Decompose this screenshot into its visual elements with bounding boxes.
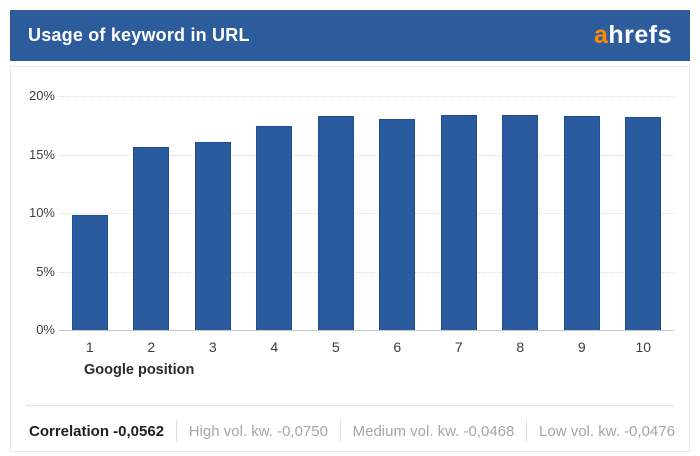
bar-column bbox=[551, 96, 613, 330]
bar-position-9 bbox=[563, 115, 600, 330]
bar-column bbox=[121, 96, 183, 330]
bars bbox=[59, 96, 674, 330]
bar-column bbox=[367, 96, 429, 330]
chart-card: 1 2 3 4 5 6 7 8 9 10 Google position Correlation … bbox=[10, 66, 690, 452]
footer-divider bbox=[26, 405, 674, 406]
gridline bbox=[59, 213, 674, 214]
y-tick-label: 15% bbox=[28, 146, 55, 162]
bar-column bbox=[490, 96, 552, 330]
gridline bbox=[59, 154, 674, 156]
x-tick-label: 3 bbox=[208, 339, 217, 355]
bar-position-5 bbox=[317, 115, 354, 330]
x-axis-title: Google position bbox=[84, 362, 195, 378]
x-tick-label: 5 bbox=[331, 339, 340, 355]
x-tick-label: 8 bbox=[516, 339, 525, 355]
x-tick-label: 9 bbox=[577, 339, 586, 355]
correlation-footer: Correlation -0,0562 High vol. kw. -0,075… bbox=[11, 417, 691, 445]
correlation-low-volume: Low vol. kw. -0,0476 bbox=[539, 422, 675, 440]
x-axis-ticks: 1 2 3 4 5 6 7 8 9 10 bbox=[59, 339, 674, 355]
y-tick-label: 10% bbox=[28, 205, 55, 220]
bar-column bbox=[182, 96, 244, 330]
correlation-high-volume: High vol. kw. -0,0750 bbox=[188, 422, 328, 440]
bar-position-10 bbox=[625, 117, 662, 330]
x-tick-label: 7 bbox=[454, 339, 463, 355]
page-title: Usage of keyword in URL bbox=[28, 25, 250, 45]
x-tick-label: 4 bbox=[270, 339, 279, 355]
footer-separator bbox=[526, 420, 528, 442]
correlation-value: Correlation -0,0562 bbox=[29, 422, 165, 440]
x-tick-label: 10 bbox=[635, 339, 652, 355]
bar-column bbox=[305, 96, 367, 330]
plot-area bbox=[59, 96, 674, 331]
x-tick-label: 2 bbox=[147, 339, 156, 355]
bar-column bbox=[59, 96, 121, 330]
x-tick-label: 6 bbox=[393, 339, 402, 355]
bar-position-7 bbox=[440, 114, 477, 330]
bar-position-3 bbox=[194, 141, 231, 330]
y-tick-label: 20% bbox=[28, 88, 55, 103]
bar-position-4 bbox=[256, 126, 293, 330]
bar-column bbox=[428, 96, 490, 330]
bar-column bbox=[244, 96, 306, 330]
footer-separator bbox=[339, 420, 341, 442]
gridline bbox=[59, 271, 674, 273]
logo-prefix: a bbox=[593, 21, 609, 49]
bar-position-8 bbox=[502, 114, 539, 330]
ahrefs-logo: ahrefs bbox=[594, 23, 672, 48]
y-tick-label: 0% bbox=[36, 322, 55, 337]
header-bar: Usage of keyword in URL ahrefs bbox=[10, 10, 690, 61]
y-tick-label: 5% bbox=[36, 263, 55, 279]
bar-column bbox=[613, 96, 675, 330]
bar-position-2 bbox=[133, 147, 170, 330]
correlation-medium-volume: Medium vol. kw. -0,0468 bbox=[352, 422, 515, 440]
bar-position-1 bbox=[71, 215, 108, 330]
gridline bbox=[59, 96, 674, 97]
x-tick-label: 1 bbox=[85, 339, 94, 355]
footer-separator bbox=[175, 420, 177, 442]
bar-position-6 bbox=[379, 119, 416, 330]
logo-rest: hrefs bbox=[608, 21, 672, 49]
